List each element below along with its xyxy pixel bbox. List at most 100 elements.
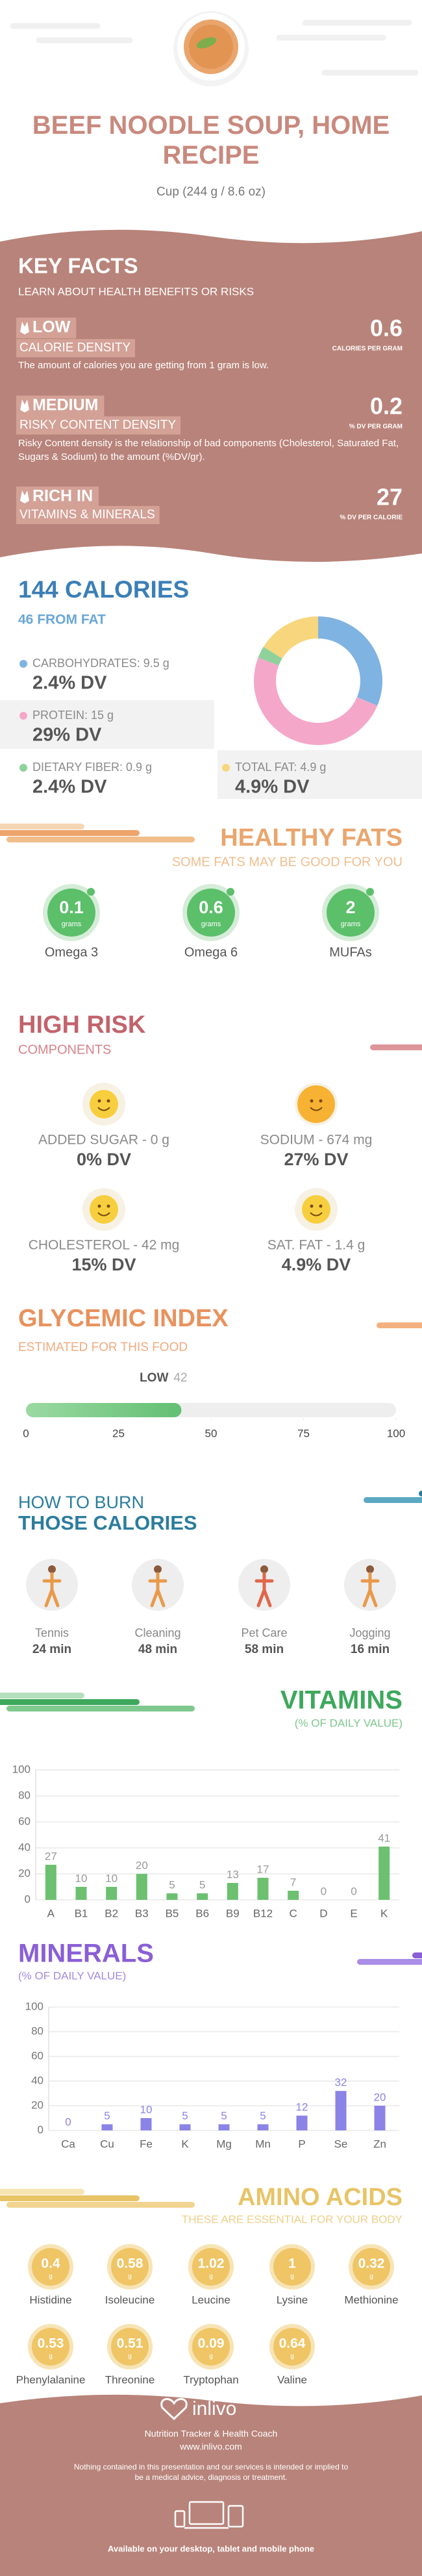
activity-name: Pet Care	[241, 1626, 287, 1639]
amino-value: 0.32	[358, 2256, 385, 2271]
risk-title: HIGH RISK	[18, 1011, 146, 1039]
level-icon	[20, 399, 29, 412]
amino-unit: g	[290, 2273, 294, 2280]
face	[297, 1085, 335, 1123]
x-tick-label: B12	[253, 1907, 273, 1919]
fact-level: RICH IN	[32, 487, 93, 505]
x-tick-label: 50	[205, 1427, 217, 1439]
url: www.inlivo.com	[179, 2442, 242, 2452]
bar	[335, 2091, 347, 2130]
bar	[227, 1883, 238, 1900]
eye	[319, 1204, 323, 1208]
fact-value: 0.2	[370, 393, 403, 420]
key-facts-title: KEY FACTS	[18, 254, 138, 278]
level-icon	[20, 322, 29, 335]
risk-label: CHOLESTEROL - 42 mg	[29, 1238, 180, 1253]
value-label: 12	[296, 2101, 308, 2114]
bar	[26, 1403, 182, 1417]
x-tick-label: B9	[226, 1907, 240, 1919]
legend-dot	[19, 712, 27, 720]
value-label: 5	[104, 2110, 110, 2122]
row-background	[217, 750, 422, 799]
activity-time: 48 min	[138, 1643, 177, 1656]
decoration-stripe	[377, 1322, 422, 1328]
legend-dot	[19, 660, 27, 668]
value-label: 5	[169, 1878, 175, 1891]
page-title: BEEF NOODLE SOUP, HOME RECIPE	[32, 111, 390, 170]
amino-value: 0.58	[117, 2256, 143, 2271]
eye	[97, 1204, 101, 1208]
y-tick-label: 20	[31, 2099, 43, 2111]
label-box	[16, 339, 136, 357]
face	[302, 1195, 330, 1224]
available: Available on your desktop, tablet and mo…	[108, 2544, 314, 2553]
decoration-stripe	[0, 2195, 140, 2201]
x-tick-label: B2	[105, 1907, 118, 1919]
amino-unit: g	[290, 2353, 294, 2360]
amino-circle	[192, 2248, 230, 2286]
amino-unit: g	[49, 2273, 53, 2280]
y-tick-label: 0	[25, 1893, 31, 1905]
mouth	[310, 1107, 323, 1111]
activity-name: Jogging	[349, 1626, 390, 1639]
value-label: 42	[173, 1371, 187, 1385]
value-label: 13	[227, 1868, 239, 1880]
risk-dv: 4.9% DV	[282, 1255, 351, 1274]
level-box	[16, 396, 105, 416]
nutrient-label: DIETARY FIBER: 0.9 g	[32, 761, 152, 774]
value-label: 10	[75, 1872, 88, 1884]
figure-head	[366, 1565, 374, 1573]
eye	[106, 1099, 110, 1103]
fat-dot	[366, 888, 374, 896]
nutrient-dv: 2.4% DV	[32, 673, 107, 694]
nutrient-dv: 2.4% DV	[32, 777, 107, 798]
bar	[257, 2124, 269, 2130]
vitamins-subtitle: (% OF DAILY VALUE)	[295, 1717, 403, 1729]
amino-circle	[111, 2248, 149, 2286]
amino-title: AMINO ACIDS	[238, 2184, 403, 2211]
x-tick-label: B6	[195, 1907, 209, 1919]
value-label: 17	[257, 1863, 269, 1875]
fact-description: The amount of calories you are getting f…	[18, 360, 269, 371]
burn-title: THOSE CALORIES	[18, 1511, 197, 1534]
decoration-stripe	[0, 2189, 84, 2195]
row-background	[0, 700, 214, 749]
value-label: 0	[321, 1885, 327, 1897]
x-tick-label: Se	[334, 2138, 348, 2150]
face	[90, 1195, 118, 1224]
value-label: 32	[335, 2077, 347, 2089]
risk-dv: 27% DV	[284, 1150, 348, 1169]
devices-icon	[174, 2501, 244, 2529]
face	[90, 1090, 118, 1118]
decoration-stripe	[0, 830, 140, 836]
risk-label: SODIUM - 674 mg	[260, 1133, 373, 1148]
amino-name: Threonine	[105, 2373, 155, 2386]
eye	[106, 1204, 110, 1208]
figure-head	[260, 1565, 268, 1573]
x-tick-label: P	[298, 2138, 305, 2150]
value-label: 41	[378, 1832, 390, 1844]
legend-dot	[222, 764, 230, 772]
risk-label: ADDED SUGAR - 0 g	[38, 1133, 169, 1148]
value-label: 5	[260, 2110, 266, 2122]
bar	[296, 2115, 308, 2130]
fat-circle	[47, 889, 95, 937]
y-tick-label: 40	[18, 1841, 31, 1853]
y-tick-label: 100	[25, 2000, 43, 2012]
eye	[310, 1204, 314, 1208]
amino-value: 0.09	[198, 2336, 225, 2351]
figure-body	[360, 1572, 380, 1608]
fat-name: Omega 3	[45, 945, 98, 959]
x-tick-label: Mn	[255, 2138, 271, 2150]
amino-unit: g	[209, 2273, 213, 2280]
legend-dot	[19, 764, 27, 772]
fact-unit: % DV PER CALORIE	[340, 514, 403, 522]
tagline: Nutrition Tracker & Health Coach	[145, 2429, 278, 2439]
amino-name: Histidine	[29, 2293, 71, 2306]
eye	[310, 1099, 314, 1103]
key-facts-subtitle: LEARN ABOUT HEALTH BENEFITS OR RISKS	[18, 285, 254, 297]
risk-subtitle: COMPONENTS	[18, 1042, 111, 1057]
fact-value: 27	[377, 484, 403, 511]
risk-label: SAT. FAT - 1.4 g	[267, 1238, 366, 1253]
value-label: 20	[136, 1859, 148, 1871]
